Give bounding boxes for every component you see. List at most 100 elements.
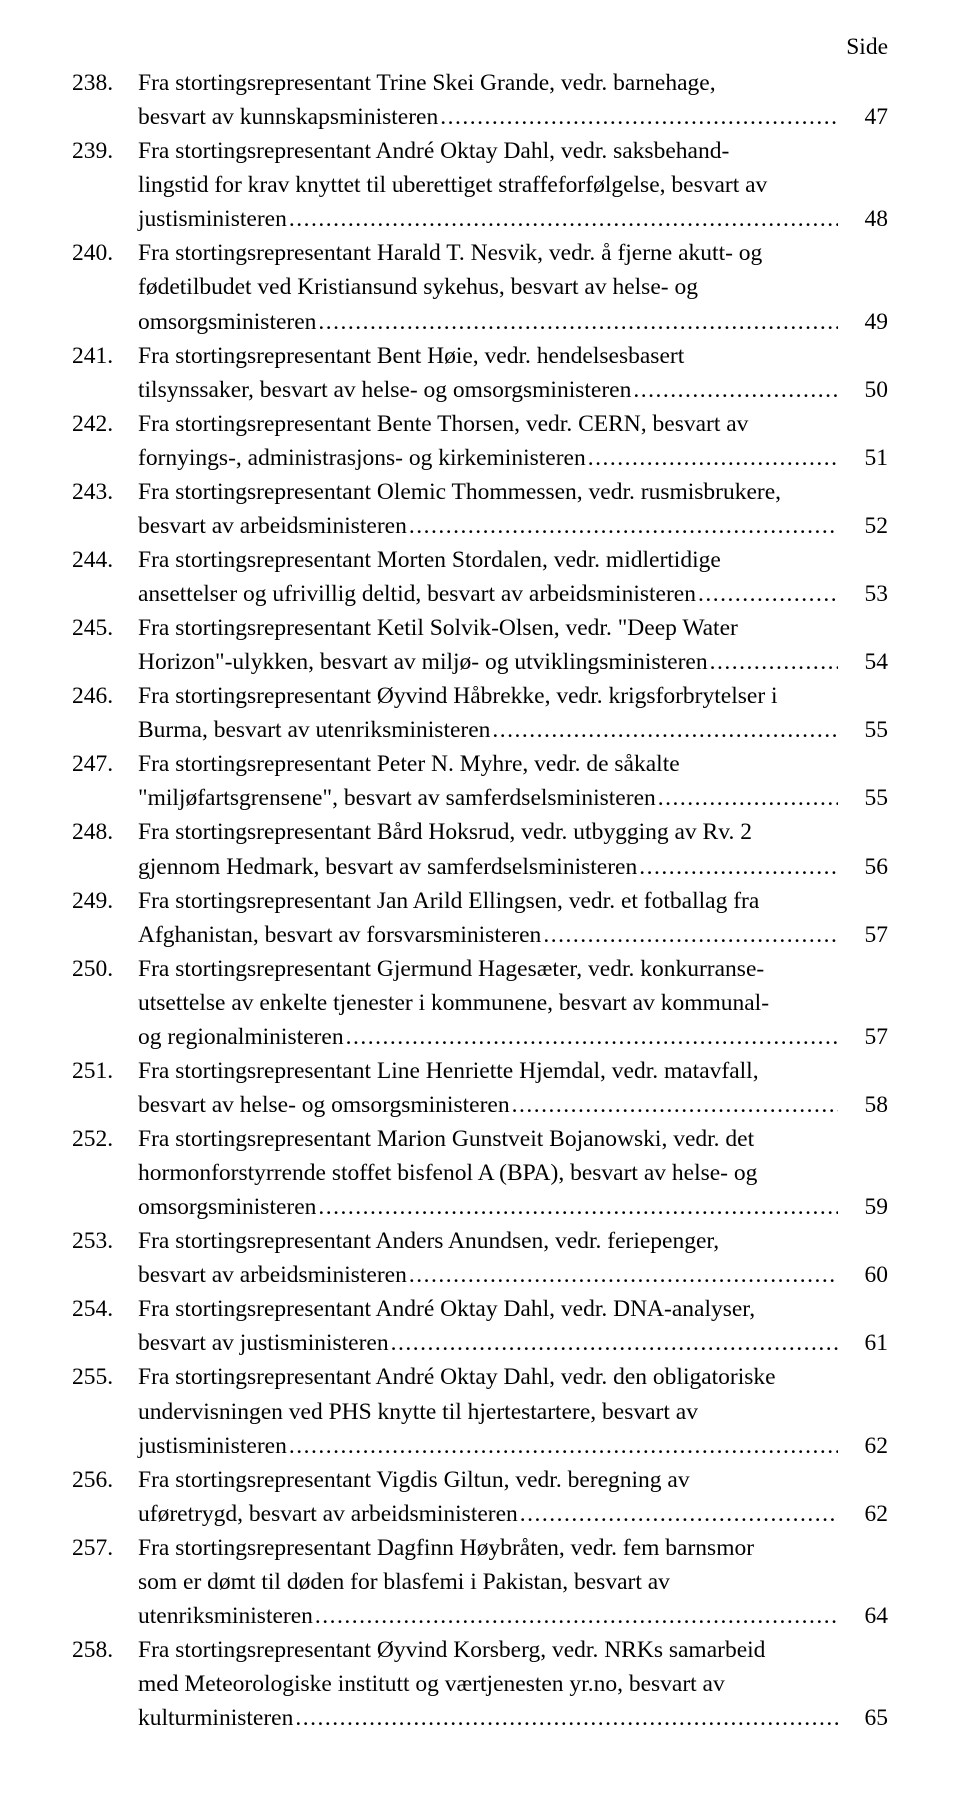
entry-description: Fra stortingsrepresentant Marion Gunstve… <box>138 1122 888 1224</box>
entry-page-number: 51 <box>838 441 888 475</box>
entry-line: Fra stortingsrepresentant André Oktay Da… <box>138 134 888 168</box>
entry-line-text: Fra stortingsrepresentant Gjermund Hages… <box>138 952 764 986</box>
entry-page-number: 65 <box>838 1701 888 1735</box>
entry-line: som er dømt til døden for blasfemi i Pak… <box>138 1565 888 1599</box>
entry-line: Fra stortingsrepresentant André Oktay Da… <box>138 1292 888 1326</box>
entry-line: Fra stortingsrepresentant Anders Anundse… <box>138 1224 888 1258</box>
entry-line-text: Fra stortingsrepresentant Dagfinn Høybrå… <box>138 1531 754 1565</box>
entry-line: Fra stortingsrepresentant Bente Thorsen,… <box>138 407 888 441</box>
entry-page-number: 52 <box>838 509 888 543</box>
entry-line: og regionalministeren...................… <box>138 1020 888 1054</box>
entry-page-number: 57 <box>838 1020 888 1054</box>
entry-line: Fra stortingsrepresentant Øyvind Korsber… <box>138 1633 888 1667</box>
entry-line-text: "miljøfartsgrensene", besvart av samferd… <box>138 781 656 815</box>
entry-line-text: omsorgsministeren <box>138 305 316 339</box>
entry-number: 241. <box>72 339 138 373</box>
entry-description: Fra stortingsrepresentant Jan Arild Elli… <box>138 884 888 952</box>
entry-line: "miljøfartsgrensene", besvart av samferd… <box>138 781 888 815</box>
entry-page-number: 60 <box>838 1258 888 1292</box>
entry-line-text: fornyings-, administrasjons- og kirkemin… <box>138 441 586 475</box>
entry-number: 251. <box>72 1054 138 1088</box>
entry-line-text: Fra stortingsrepresentant Bente Thorsen,… <box>138 407 748 441</box>
toc-entry: 252.Fra stortingsrepresentant Marion Gun… <box>72 1122 888 1224</box>
page-column-header: Side <box>72 30 888 64</box>
entry-description: Fra stortingsrepresentant Peter N. Myhre… <box>138 747 888 815</box>
entry-line: kulturministeren........................… <box>138 1701 888 1735</box>
entry-line: Burma, besvart av utenriksministeren....… <box>138 713 888 747</box>
entry-line: omsorgsministeren.......................… <box>138 1190 888 1224</box>
entry-line-text: ansettelser og ufrivillig deltid, besvar… <box>138 577 696 611</box>
entry-number: 243. <box>72 475 138 509</box>
dot-leader: ........................................… <box>293 1701 838 1735</box>
entry-line-text: og regionalministeren <box>138 1020 344 1054</box>
dot-leader: ........................................… <box>656 781 838 815</box>
toc-entry: 246.Fra stortingsrepresentant Øyvind Håb… <box>72 679 888 747</box>
entry-line-text: Fra stortingsrepresentant Ketil Solvik-O… <box>138 611 738 645</box>
entry-line: Fra stortingsrepresentant Trine Skei Gra… <box>138 66 888 100</box>
entry-line: Fra stortingsrepresentant Jan Arild Elli… <box>138 884 888 918</box>
entry-line-text: kulturministeren <box>138 1701 293 1735</box>
dot-leader: ........................................… <box>696 577 838 611</box>
toc-entry: 249.Fra stortingsrepresentant Jan Arild … <box>72 884 888 952</box>
entry-line-text: gjennom Hedmark, besvart av samferdselsm… <box>138 850 637 884</box>
entry-page-number: 58 <box>838 1088 888 1122</box>
dot-leader: ........................................… <box>316 305 838 339</box>
entry-line-text: Horizon"-ulykken, besvart av miljø- og u… <box>138 645 708 679</box>
entry-number: 249. <box>72 884 138 918</box>
dot-leader: ........................................… <box>287 202 838 236</box>
entry-description: Fra stortingsrepresentant André Oktay Da… <box>138 134 888 236</box>
entry-line: Afghanistan, besvart av forsvarsminister… <box>138 918 888 952</box>
dot-leader: ........................................… <box>316 1190 838 1224</box>
entry-number: 258. <box>72 1633 138 1667</box>
entry-line: besvart av arbeidsministeren............… <box>138 1258 888 1292</box>
toc-entry: 256.Fra stortingsrepresentant Vigdis Gil… <box>72 1463 888 1531</box>
entry-number: 252. <box>72 1122 138 1156</box>
entry-description: Fra stortingsrepresentant Øyvind Håbrekk… <box>138 679 888 747</box>
entry-line-text: tilsynssaker, besvart av helse- og omsor… <box>138 373 631 407</box>
entry-line: Fra stortingsrepresentant Morten Stordal… <box>138 543 888 577</box>
entry-page-number: 54 <box>838 645 888 679</box>
entry-description: Fra stortingsrepresentant Bente Thorsen,… <box>138 407 888 475</box>
entry-line-text: Fra stortingsrepresentant Trine Skei Gra… <box>138 66 716 100</box>
entry-line-text: omsorgsministeren <box>138 1190 316 1224</box>
toc-entry: 248.Fra stortingsrepresentant Bård Hoksr… <box>72 815 888 883</box>
entry-line-text: undervisningen ved PHS knytte til hjerte… <box>138 1395 698 1429</box>
entry-line-text: Fra stortingsrepresentant Peter N. Myhre… <box>138 747 680 781</box>
entry-description: Fra stortingsrepresentant Trine Skei Gra… <box>138 66 888 134</box>
entry-description: Fra stortingsrepresentant Line Henriette… <box>138 1054 888 1122</box>
entry-line-text: Afghanistan, besvart av forsvarsminister… <box>138 918 541 952</box>
dot-leader: ........................................… <box>287 1429 838 1463</box>
entry-line-text: besvart av arbeidsministeren <box>138 1258 407 1292</box>
entry-line: Fra stortingsrepresentant Vigdis Giltun,… <box>138 1463 888 1497</box>
entry-description: Fra stortingsrepresentant Øyvind Korsber… <box>138 1633 888 1735</box>
entry-line-text: Burma, besvart av utenriksministeren <box>138 713 490 747</box>
entry-line: med Meteorologiske institutt og værtjene… <box>138 1667 888 1701</box>
toc-entry: 244.Fra stortingsrepresentant Morten Sto… <box>72 543 888 611</box>
entry-line: Horizon"-ulykken, besvart av miljø- og u… <box>138 645 888 679</box>
entry-line: Fra stortingsrepresentant Marion Gunstve… <box>138 1122 888 1156</box>
entry-page-number: 55 <box>838 713 888 747</box>
entry-description: Fra stortingsrepresentant André Oktay Da… <box>138 1292 888 1360</box>
entry-line: hormonforstyrrende stoffet bisfenol A (B… <box>138 1156 888 1190</box>
entry-description: Fra stortingsrepresentant André Oktay Da… <box>138 1360 888 1462</box>
entry-page-number: 49 <box>838 305 888 339</box>
toc-entry: 243.Fra stortingsrepresentant Olemic Tho… <box>72 475 888 543</box>
dot-leader: ........................................… <box>631 373 838 407</box>
entry-line-text: Fra stortingsrepresentant Olemic Thommes… <box>138 475 781 509</box>
entry-line-text: utsettelse av enkelte tjenester i kommun… <box>138 986 769 1020</box>
entry-line: Fra stortingsrepresentant Dagfinn Høybrå… <box>138 1531 888 1565</box>
entry-description: Fra stortingsrepresentant Bent Høie, ved… <box>138 339 888 407</box>
entry-line: tilsynssaker, besvart av helse- og omsor… <box>138 373 888 407</box>
entry-line-text: Fra stortingsrepresentant Harald T. Nesv… <box>138 236 762 270</box>
toc-entry: 240.Fra stortingsrepresentant Harald T. … <box>72 236 888 338</box>
entry-line: ansettelser og ufrivillig deltid, besvar… <box>138 577 888 611</box>
entry-number: 244. <box>72 543 138 577</box>
entry-page-number: 47 <box>838 100 888 134</box>
dot-leader: ........................................… <box>518 1497 838 1531</box>
entry-line-text: fødetilbudet ved Kristiansund sykehus, b… <box>138 270 698 304</box>
entry-page-number: 50 <box>838 373 888 407</box>
toc-entry: 242.Fra stortingsrepresentant Bente Thor… <box>72 407 888 475</box>
toc-entry: 239.Fra stortingsrepresentant André Okta… <box>72 134 888 236</box>
entry-number: 255. <box>72 1360 138 1394</box>
entry-line-text: Fra stortingsrepresentant Morten Stordal… <box>138 543 721 577</box>
